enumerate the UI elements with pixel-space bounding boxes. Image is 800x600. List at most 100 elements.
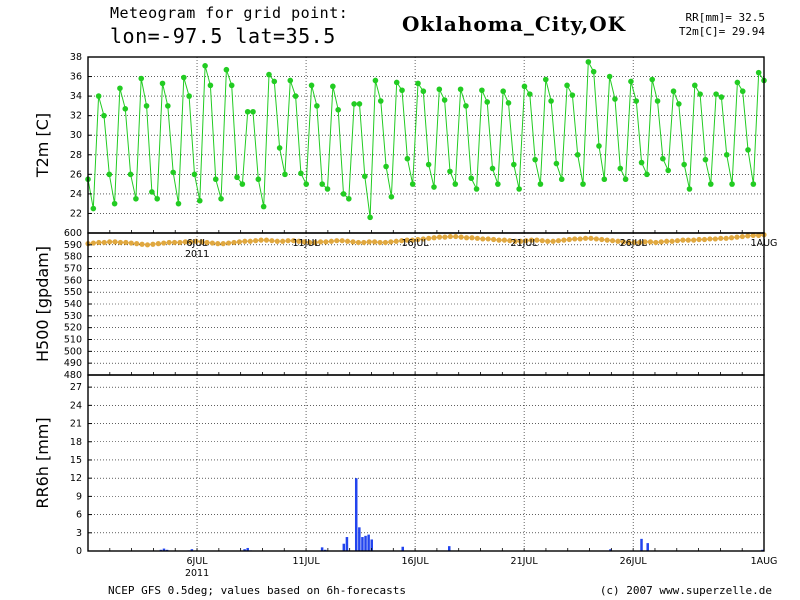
h500-point	[117, 239, 124, 246]
x-tick-label: 6JUL	[186, 556, 208, 567]
t2m-point	[149, 189, 155, 195]
h500-point	[285, 238, 291, 244]
h500-point	[226, 240, 232, 246]
h500-point	[436, 234, 443, 240]
y-tick-label: 21	[70, 419, 82, 430]
t2m-point	[601, 176, 608, 183]
h500-point	[458, 234, 464, 240]
t2m-point	[452, 181, 459, 187]
t2m-point	[670, 88, 677, 95]
t2m-point	[649, 76, 656, 83]
h500-point	[112, 239, 118, 245]
h500-point	[609, 238, 616, 244]
t2m-point	[138, 75, 145, 82]
t2m-point	[484, 99, 491, 105]
y-tick-label: 590	[64, 240, 82, 251]
rr6h-bar	[401, 546, 404, 551]
h500-point	[166, 239, 172, 246]
y-tick-label: 22	[70, 208, 82, 219]
t2m-point	[697, 91, 703, 97]
data-layer	[85, 59, 767, 551]
rr6h-bar	[342, 543, 346, 551]
t2m-point	[207, 82, 214, 89]
t2m-point	[489, 165, 496, 172]
t2m-point	[713, 91, 719, 97]
location-title: Oklahoma_City,OK	[402, 12, 627, 36]
h500-point	[577, 236, 583, 242]
t2m-point	[558, 176, 565, 183]
t2m-last-label: T2m[C]= 29.94	[678, 25, 765, 38]
h500-point	[555, 238, 562, 244]
h500-point	[588, 235, 594, 241]
h500-point	[631, 239, 637, 246]
rr6h-bar	[345, 537, 349, 551]
h500-point	[501, 237, 508, 243]
h500-point	[582, 235, 589, 241]
t2m-point	[196, 197, 203, 204]
h500-point	[750, 232, 756, 238]
h500-point	[258, 237, 264, 243]
t2m-point	[127, 171, 134, 178]
h500-point	[263, 237, 270, 243]
t2m-point	[372, 77, 379, 84]
y-tick-label: 0	[76, 546, 82, 557]
h500-point	[599, 236, 605, 243]
y-tick-label: 26	[70, 169, 82, 180]
t2m-point	[681, 161, 687, 168]
h500-point	[334, 238, 340, 244]
h500-point	[220, 241, 226, 247]
t2m-point	[734, 79, 741, 86]
h500-point	[290, 238, 297, 244]
h500-point	[150, 241, 156, 247]
h500-point	[372, 239, 378, 245]
y-tick-label: 540	[64, 299, 82, 310]
h500-point	[382, 239, 389, 246]
t2m-point	[702, 156, 709, 163]
h500-point	[323, 239, 329, 245]
h500-point	[615, 238, 621, 244]
h500-point	[301, 239, 307, 245]
t2m-point	[532, 156, 538, 163]
h500-point	[593, 236, 599, 242]
footer-source: NCEP GFS 0.5deg; values based on 6h-fore…	[108, 584, 407, 597]
t2m-point	[617, 165, 624, 172]
t2m-point	[628, 78, 634, 85]
h500-point	[344, 238, 351, 244]
footer-copyright: (c) 2007 www.superzelle.de	[599, 584, 772, 597]
t2m-point	[569, 92, 576, 98]
h500-point	[415, 236, 421, 243]
t2m-point	[633, 98, 640, 104]
t2m-point	[133, 195, 139, 202]
y-tick-label: 18	[70, 437, 82, 448]
t2m-point	[244, 108, 251, 115]
t2m-point	[654, 98, 661, 104]
t2m-point	[346, 195, 352, 202]
y-tick-label: 24	[70, 400, 82, 411]
t2m-point	[383, 163, 389, 170]
t2m-point	[660, 155, 666, 162]
t2m-point	[159, 80, 166, 87]
t2m-point	[181, 74, 187, 81]
h500-point	[231, 239, 237, 246]
t2m-point	[308, 82, 315, 89]
t2m-point	[457, 86, 464, 93]
y-tick-label: 9	[76, 491, 82, 502]
h500-point	[442, 234, 448, 240]
h500-point	[188, 239, 194, 245]
h500-point	[355, 239, 361, 246]
y-tick-label: 560	[64, 275, 82, 286]
t2m-point	[101, 112, 107, 119]
h500-point	[453, 233, 459, 240]
h500-point	[139, 241, 145, 247]
h500-point	[658, 239, 664, 245]
h500-point	[496, 237, 502, 243]
h500-point	[107, 239, 113, 245]
t2m-point	[431, 184, 437, 190]
y-tick-label: 12	[70, 473, 82, 484]
x-tick-label-mid: 16JUL	[402, 238, 430, 249]
h500-point	[377, 239, 383, 246]
h500-point	[728, 235, 735, 241]
h500-point	[393, 238, 399, 244]
t2m-point	[191, 171, 198, 178]
t2m-point	[90, 205, 97, 212]
